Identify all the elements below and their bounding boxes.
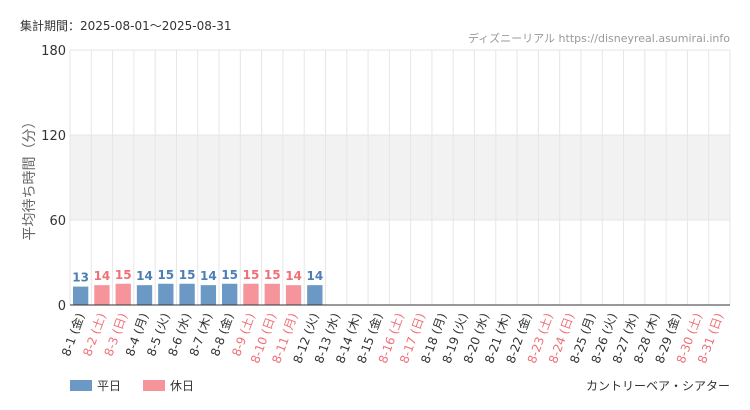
legend-swatch-holiday	[143, 380, 165, 391]
y-band	[70, 135, 730, 220]
bar-value-label: 15	[221, 268, 238, 282]
y-axis-label: 平均待ち時間（分）	[22, 115, 38, 241]
bar	[286, 285, 301, 305]
legend: 平日 休日	[70, 379, 194, 393]
bar-value-label: 15	[179, 268, 196, 282]
bar	[73, 287, 88, 305]
bar	[243, 284, 258, 305]
bar-value-label: 14	[200, 269, 217, 283]
bar-value-label: 15	[264, 268, 281, 282]
source-label: ディズニーリアル https://disneyreal.asumirai.inf…	[468, 31, 730, 45]
bar	[201, 285, 216, 305]
legend-swatch-weekday	[70, 380, 92, 391]
bar	[116, 284, 131, 305]
y-tick-label: 0	[58, 299, 66, 314]
bar	[158, 284, 173, 305]
y-tick-label: 180	[41, 44, 66, 59]
legend-label-holiday: 休日	[170, 379, 194, 393]
bar-value-label: 15	[243, 268, 260, 282]
bar-value-label: 15	[115, 268, 132, 282]
bar	[222, 284, 237, 305]
bar	[179, 284, 194, 305]
x-tick-labels: 8-1 (金)8-2 (土)8-3 (日)8-4 (月)8-5 (火)8-6 (…	[58, 311, 726, 365]
plot-area: 13 14 15 14 15 15 14 15 15 15 14 14 0 60 120 180 8-1 (…	[41, 44, 730, 365]
bar-value-label: 13	[72, 271, 89, 285]
bar	[94, 285, 109, 305]
bar-value-label: 14	[285, 269, 302, 283]
bar	[307, 285, 322, 305]
y-tick-label: 60	[49, 214, 66, 229]
y-tick-labels: 0 60 120 180	[41, 44, 66, 314]
bar-value-label: 14	[94, 269, 111, 283]
bar-value-label: 14	[306, 269, 323, 283]
y-tick-label: 120	[41, 129, 66, 144]
period-label: 集計期間：2025-08-01～2025-08-31	[20, 18, 231, 33]
bar	[265, 284, 280, 305]
legend-label-weekday: 平日	[97, 379, 121, 393]
bar-value-label: 14	[136, 269, 153, 283]
attraction-name: カントリーベア・シアター	[586, 379, 730, 393]
bar-value-label: 15	[157, 268, 174, 282]
bar	[137, 285, 152, 305]
